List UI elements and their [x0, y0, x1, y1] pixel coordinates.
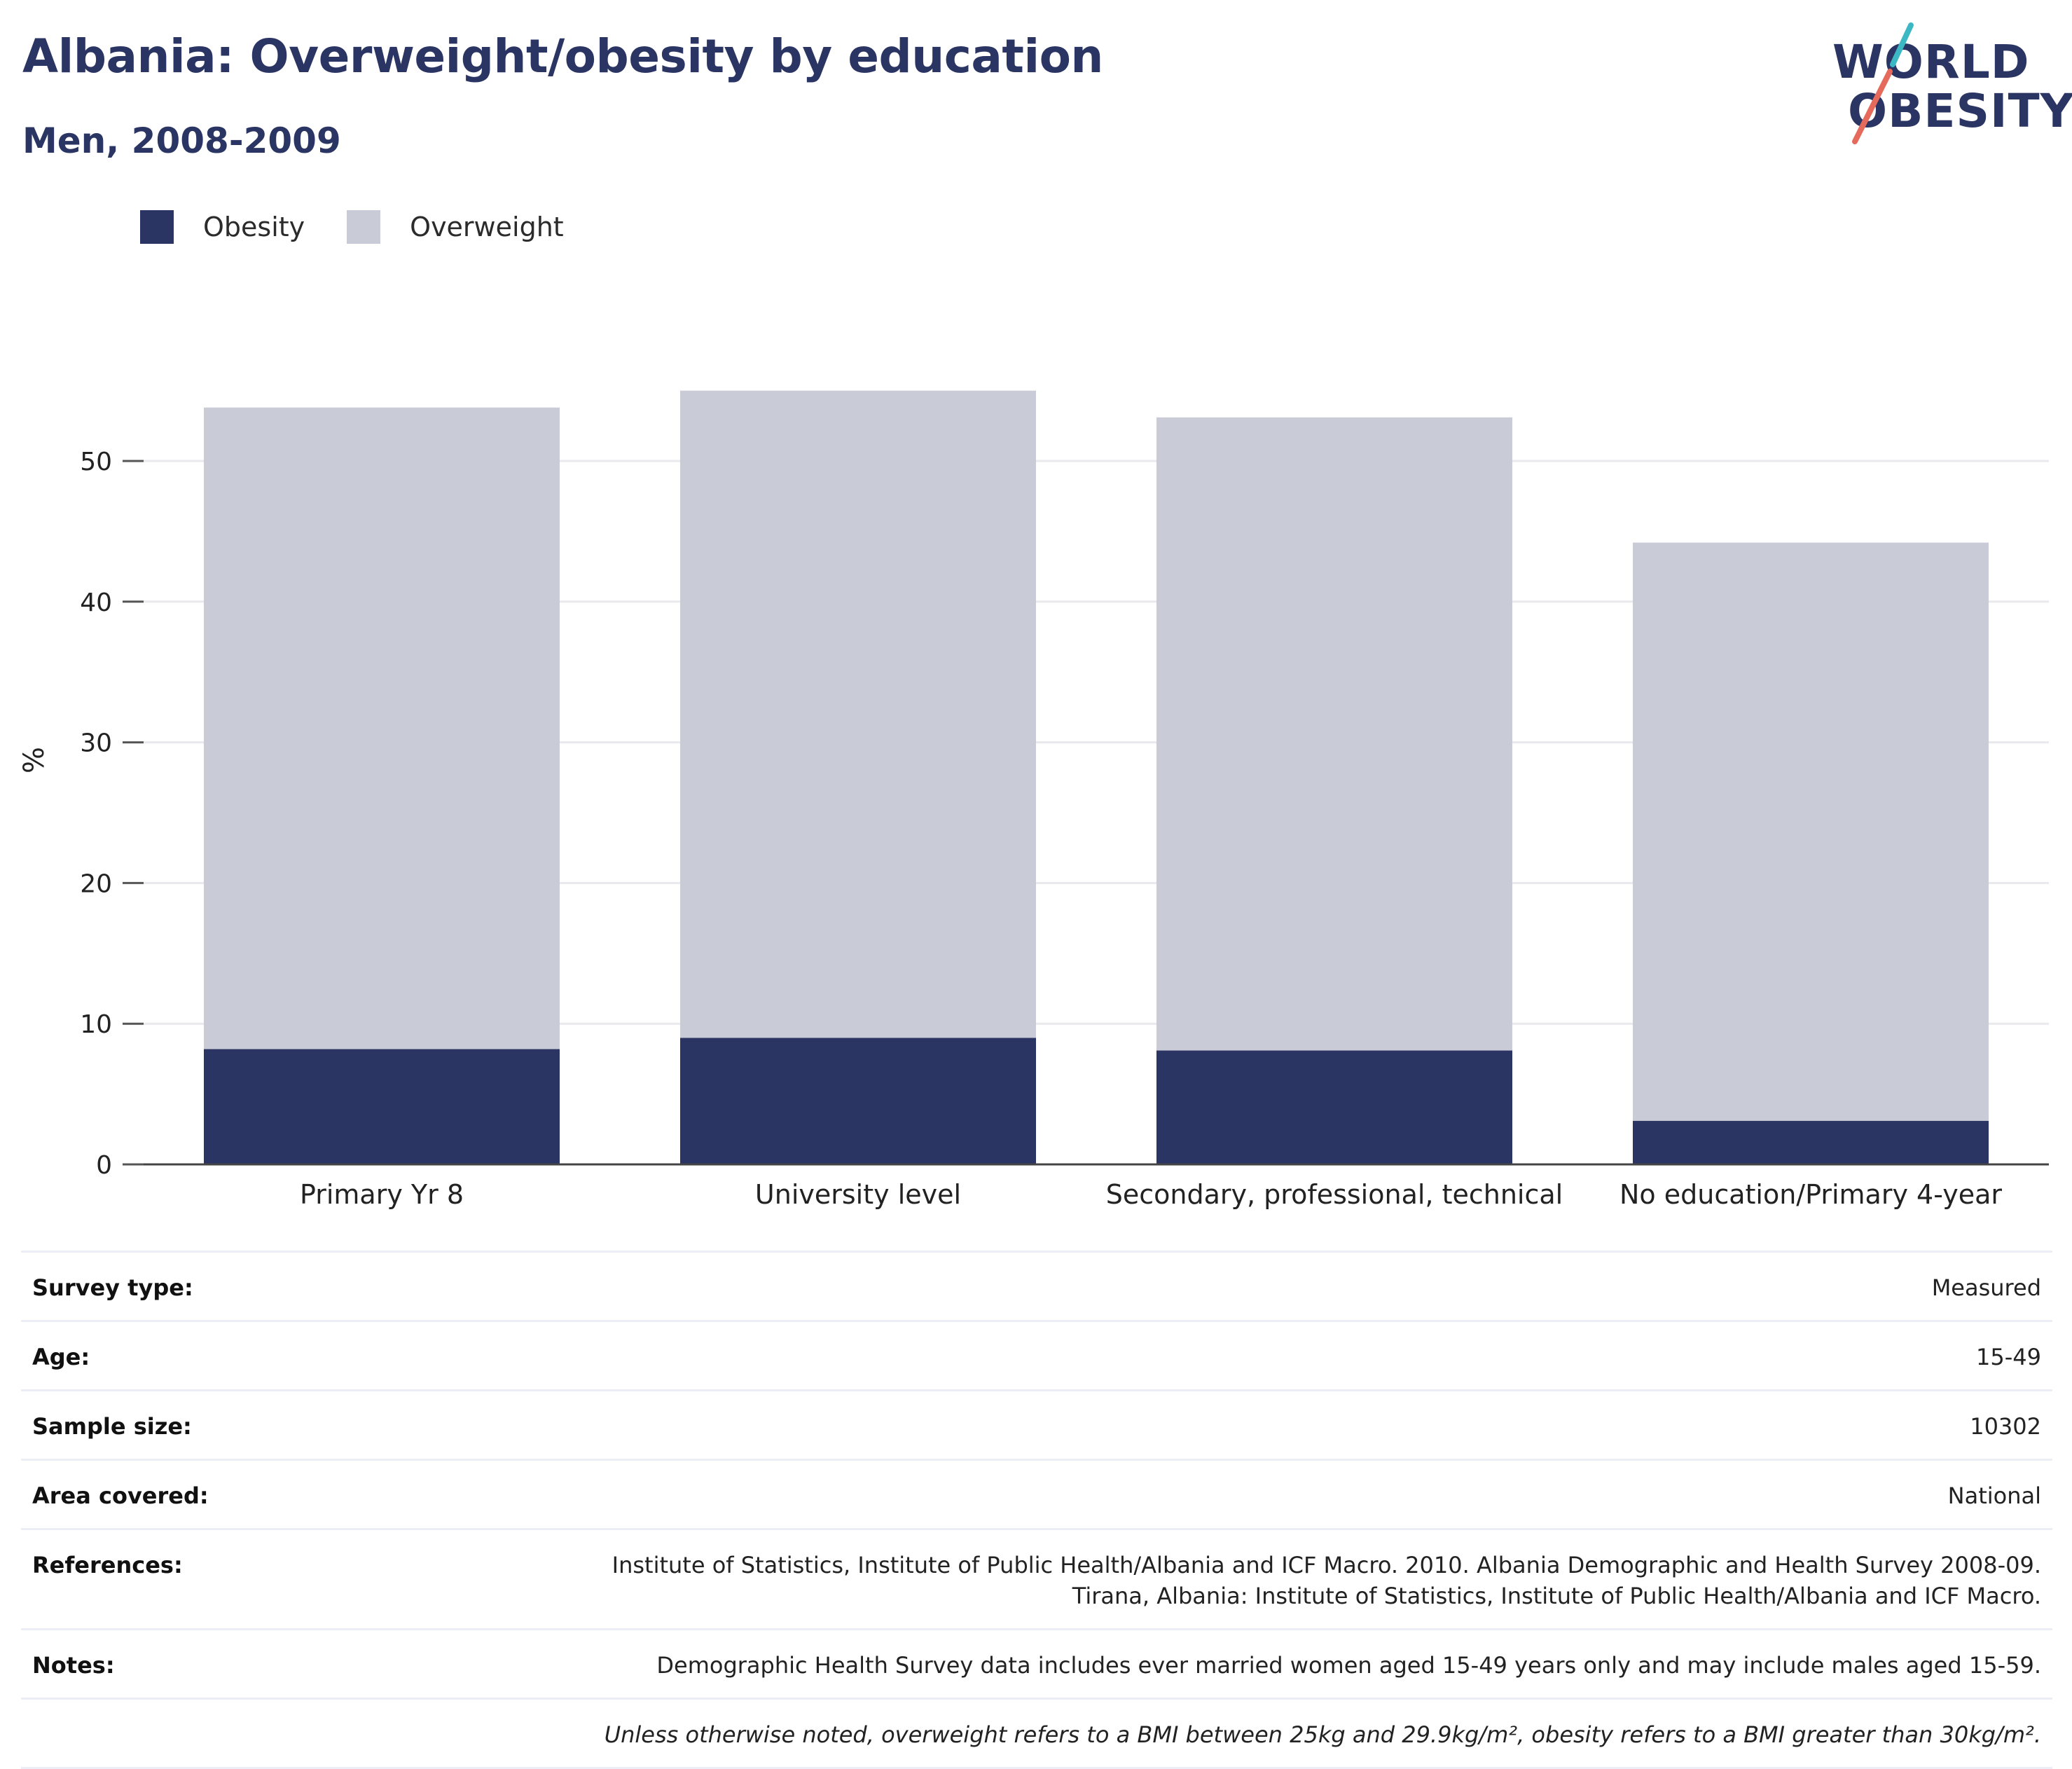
info-value: National: [1947, 1482, 2041, 1509]
legend-label-obesity: Obesity: [203, 212, 305, 242]
info-row-survey-type: Survey type: Measured: [21, 1251, 2052, 1320]
x-tick-label: No education/Primary 4-year: [1619, 1179, 2002, 1210]
legend-item-overweight[interactable]: Overweight: [347, 210, 564, 244]
info-value: 10302: [1970, 1413, 2041, 1440]
legend-label-overweight: Overweight: [410, 212, 564, 242]
info-label: Area covered:: [32, 1482, 209, 1509]
y-tick-label: 50: [80, 448, 112, 476]
legend-swatch-overweight: [347, 210, 381, 244]
info-row-notes: Notes: Demographic Health Survey data in…: [21, 1628, 2052, 1698]
info-row-sample-size: Sample size: 10302: [21, 1389, 2052, 1459]
info-value: Measured: [1931, 1274, 2041, 1301]
info-row-references: References: Institute of Statistics, Ins…: [21, 1528, 2052, 1628]
chart-legend: Obesity Overweight: [140, 210, 606, 244]
info-label: Survey type:: [32, 1274, 193, 1301]
x-tick-label: University level: [755, 1179, 961, 1210]
info-label: Notes:: [32, 1652, 115, 1679]
bar-overweight-0[interactable]: [204, 407, 560, 1049]
logo-word-obesity: OBESITY: [1848, 84, 2072, 138]
x-tick-label: Secondary, professional, technical: [1106, 1179, 1563, 1210]
y-tick-label: 40: [80, 588, 112, 617]
bar-overweight-1[interactable]: [680, 390, 1036, 1038]
y-axis-label: %: [18, 747, 50, 773]
x-axis-ticks: Primary Yr 8 University level Secondary, p…: [300, 1179, 2002, 1210]
info-label: Age:: [32, 1344, 90, 1370]
info-row-age: Age: 15-49: [21, 1320, 2052, 1389]
bar-obesity-2[interactable]: [1156, 1050, 1512, 1164]
bar-obesity-0[interactable]: [204, 1049, 560, 1164]
logo-word-world: WORLD: [1832, 35, 2030, 89]
y-tick-label: 30: [80, 729, 112, 758]
y-axis-ticks: 0 10 20 30 40 50: [80, 448, 144, 1180]
world-obesity-logo: WORLD OBESITY: [1828, 20, 2072, 146]
y-tick-label: 10: [80, 1010, 112, 1039]
info-label: Sample size:: [32, 1413, 192, 1440]
bar-overweight-3[interactable]: [1633, 542, 1989, 1121]
bar-overweight-2[interactable]: [1156, 417, 1512, 1051]
survey-info-table: Survey type: Measured Age: 15-49 Sample …: [21, 1251, 2052, 1769]
info-label: References:: [32, 1552, 183, 1578]
y-tick-label: 20: [80, 869, 112, 898]
bar-obesity-3[interactable]: [1633, 1120, 1989, 1164]
info-value: Demographic Health Survey data includes …: [656, 1652, 2041, 1679]
info-row-footnote: Unless otherwise noted, overweight refer…: [21, 1698, 2052, 1769]
logo-slash-icon: [1852, 22, 1914, 144]
chart-title: Albania: Overweight/obesity by education: [22, 29, 1103, 83]
y-tick-label: 0: [96, 1151, 112, 1180]
info-value: Institute of Statistics, Institute of Pu…: [612, 1552, 2041, 1609]
bar-obesity-1[interactable]: [680, 1038, 1036, 1164]
x-tick-label: Primary Yr 8: [300, 1179, 464, 1210]
legend-swatch-obesity: [140, 210, 174, 244]
chart-subtitle: Men, 2008-2009: [22, 121, 341, 161]
bar-chart: 0 10 20 30 40 50 Primary Yr 8 University level…: [18, 390, 2049, 1210]
info-value: 15-49: [1976, 1344, 2041, 1370]
chart-bars: [204, 390, 1989, 1164]
info-row-area-covered: Area covered: National: [21, 1459, 2052, 1528]
legend-item-obesity[interactable]: Obesity: [140, 210, 305, 244]
